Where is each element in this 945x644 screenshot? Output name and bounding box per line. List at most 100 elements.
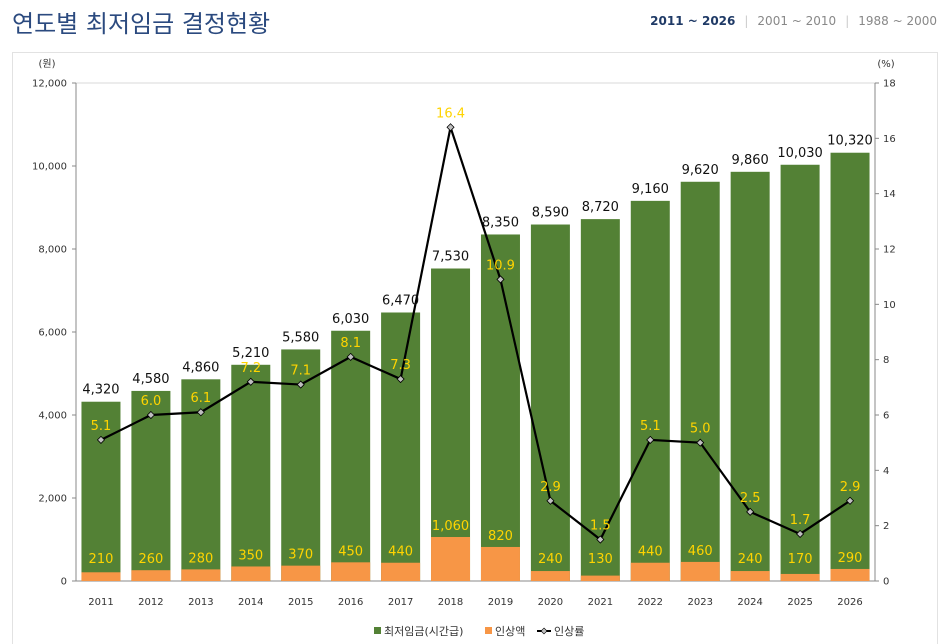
wage-label: 8,350	[482, 215, 519, 230]
y-left-tick-label: 0	[61, 577, 67, 588]
increase-bar	[680, 561, 720, 581]
tab-2011-2026[interactable]: 2011 ~ 2026	[650, 14, 736, 28]
increase-label: 440	[388, 545, 413, 560]
rate-point	[246, 377, 255, 386]
increase-bar	[630, 562, 670, 581]
labels-group: 4,320 4,580 4,860 5,210 5,580 6,030 6,470 7,530…	[82, 106, 872, 567]
increase-bar	[830, 568, 870, 581]
period-tabs: 2011 ~ 2026 | 2001 ~ 2010 | 1988 ~ 2000	[650, 14, 937, 28]
rate-label: 5.0	[690, 422, 711, 437]
x-tick-label: 2024	[737, 597, 762, 608]
wage-label: 4,580	[132, 372, 169, 387]
rate-label: 8.1	[340, 336, 361, 351]
y-right-tick-label: 8	[883, 355, 889, 366]
increase-bar	[331, 562, 371, 581]
rate-point	[696, 438, 705, 447]
rate-point	[446, 123, 455, 132]
wage-bar	[630, 200, 670, 582]
increase-bar	[730, 571, 770, 581]
increase-bar	[480, 546, 520, 581]
y-left-tick-label: 8,000	[38, 245, 67, 256]
rate-point	[546, 496, 555, 505]
x-tick-label: 2015	[288, 597, 313, 608]
legend-label-wage: 최저임금(시간급)	[384, 625, 463, 638]
wage-label: 10,320	[827, 134, 873, 149]
wage-bar	[381, 312, 421, 581]
wage-label: 5,580	[282, 330, 319, 345]
rate-label: 6.0	[141, 394, 162, 409]
legend-swatch-increase	[485, 627, 492, 634]
x-tick-label: 2016	[338, 597, 363, 608]
y-right-tick-label: 18	[883, 79, 896, 90]
rate-label: 2.9	[840, 480, 861, 495]
increase-bar	[780, 573, 820, 581]
rate-label: 5.1	[91, 419, 112, 434]
bars-group	[81, 152, 870, 582]
increase-bar	[530, 571, 570, 581]
increase-label: 280	[188, 551, 213, 566]
wage-bar	[730, 171, 770, 581]
x-tick-label: 2012	[138, 597, 163, 608]
y-left-tick-label: 12,000	[32, 79, 67, 90]
wage-label: 9,160	[632, 182, 669, 197]
increase-bar	[431, 537, 471, 581]
x-tick-label: 2025	[787, 597, 812, 608]
wage-label: 5,210	[232, 346, 269, 361]
tab-2001-2010[interactable]: 2001 ~ 2010	[757, 14, 837, 28]
increase-label: 210	[89, 552, 114, 567]
legend-swatch-wage	[374, 627, 381, 634]
wage-label: 6,030	[332, 312, 369, 327]
rate-label: 7.1	[290, 364, 311, 379]
rate-point	[296, 380, 305, 389]
y-left-tick-label: 2,000	[38, 494, 67, 505]
wage-bar	[680, 181, 720, 581]
tab-divider: |	[744, 14, 749, 28]
chart-panel	[12, 52, 938, 644]
y-right-tick-label: 14	[883, 189, 896, 200]
y-right-tick-label: 16	[883, 134, 896, 145]
rate-point	[796, 529, 805, 539]
increase-label: 240	[738, 552, 763, 567]
rate-label: 1.7	[790, 513, 811, 528]
rate-point	[646, 435, 655, 444]
x-tick-label: 2017	[388, 597, 413, 608]
legend-marker-rate	[540, 627, 548, 635]
rate-point	[396, 374, 405, 384]
increase-label: 170	[788, 552, 813, 567]
legend-label-increase: 인상액	[495, 625, 525, 638]
y-left-tick-label: 10,000	[32, 162, 67, 173]
legend-group: 최저임금(시간급) 인상액 인상률	[374, 625, 584, 638]
increase-label: 460	[688, 544, 713, 559]
tab-1988-2000[interactable]: 1988 ~ 2000	[858, 14, 937, 28]
x-tick-label: 2020	[538, 597, 563, 608]
wage-label: 8,590	[532, 206, 569, 221]
page-title: 연도별 최저임금 결정현황	[12, 10, 271, 38]
rate-label: 7.2	[240, 361, 261, 376]
y-right-tick-label: 12	[883, 245, 896, 256]
y-right-unit: (%)	[877, 59, 894, 70]
x-tick-label: 2018	[438, 597, 463, 608]
rate-label: 6.1	[191, 391, 212, 406]
y-left-tick-label: 4,000	[38, 411, 67, 422]
y-right-tick-label: 6	[883, 411, 889, 422]
y-right-tick-label: 10	[883, 300, 896, 311]
wage-bar	[431, 268, 471, 581]
increase-label: 450	[338, 544, 363, 559]
x-tick-label: 2023	[687, 597, 712, 608]
increase-bar	[580, 575, 620, 581]
wage-bar	[231, 364, 271, 581]
rate-line	[100, 122, 851, 542]
x-tick-label: 2013	[188, 597, 213, 608]
x-tick-label: 2022	[638, 597, 663, 608]
wage-label: 6,470	[382, 293, 419, 308]
wage-bar	[480, 234, 520, 581]
wage-label: 4,860	[182, 360, 219, 375]
x-tick-label: 2021	[588, 597, 613, 608]
wage-bar	[580, 219, 620, 581]
increase-bar	[231, 566, 271, 581]
x-tick-label: 2019	[488, 597, 513, 608]
y-left-unit: (원)	[38, 58, 55, 70]
rate-label: 7.3	[390, 358, 411, 373]
wage-label: 8,720	[582, 200, 619, 215]
rate-label: 10.9	[486, 258, 515, 273]
